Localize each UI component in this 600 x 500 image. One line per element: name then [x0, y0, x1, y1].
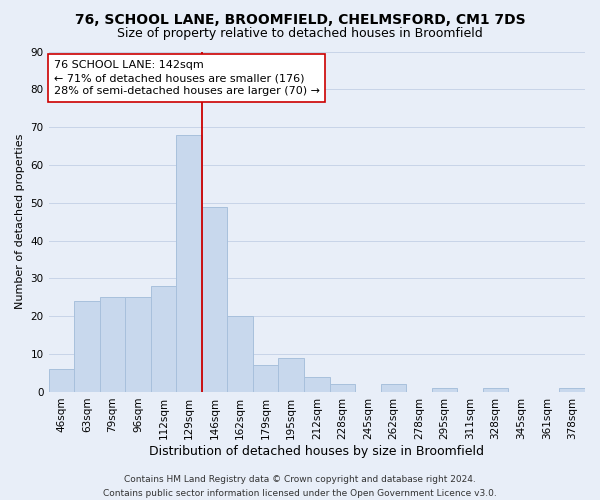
Text: 76, SCHOOL LANE, BROOMFIELD, CHELMSFORD, CM1 7DS: 76, SCHOOL LANE, BROOMFIELD, CHELMSFORD,…	[74, 12, 526, 26]
Bar	[559, 388, 585, 392]
X-axis label: Distribution of detached houses by size in Broomfield: Distribution of detached houses by size …	[149, 444, 484, 458]
Bar	[432, 388, 457, 392]
Bar	[253, 366, 278, 392]
Bar	[227, 316, 253, 392]
Bar	[202, 206, 227, 392]
Bar	[304, 377, 329, 392]
Bar	[100, 298, 125, 392]
Y-axis label: Number of detached properties: Number of detached properties	[15, 134, 25, 310]
Bar	[380, 384, 406, 392]
Text: Contains HM Land Registry data © Crown copyright and database right 2024.
Contai: Contains HM Land Registry data © Crown c…	[103, 476, 497, 498]
Bar	[483, 388, 508, 392]
Bar	[176, 134, 202, 392]
Bar	[49, 370, 74, 392]
Bar	[151, 286, 176, 392]
Bar	[74, 301, 100, 392]
Text: Size of property relative to detached houses in Broomfield: Size of property relative to detached ho…	[117, 28, 483, 40]
Bar	[278, 358, 304, 392]
Bar	[329, 384, 355, 392]
Text: 76 SCHOOL LANE: 142sqm
← 71% of detached houses are smaller (176)
28% of semi-de: 76 SCHOOL LANE: 142sqm ← 71% of detached…	[54, 60, 320, 96]
Bar	[125, 298, 151, 392]
